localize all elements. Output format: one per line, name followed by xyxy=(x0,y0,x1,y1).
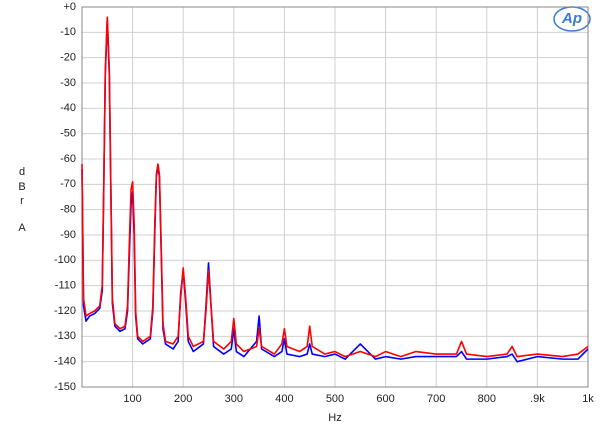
x-tick-label: 700 xyxy=(427,393,445,405)
y-tick-label: -80 xyxy=(60,204,76,216)
y-axis-label: B xyxy=(18,181,25,193)
y-tick-label: -30 xyxy=(60,77,76,89)
y-tick-label: -20 xyxy=(60,52,76,64)
y-tick-label: -10 xyxy=(60,26,76,38)
y-tick-label: -100 xyxy=(54,254,76,266)
y-tick-label: -120 xyxy=(54,305,76,317)
y-tick-label: -110 xyxy=(55,280,76,292)
y-tick-label: +0 xyxy=(63,1,76,13)
x-tick-label: 800 xyxy=(478,393,496,405)
series-line xyxy=(81,18,589,363)
x-tick-label: .9k xyxy=(530,393,545,405)
x-tick-label: 100 xyxy=(123,393,141,405)
x-tick-label: 200 xyxy=(174,393,192,405)
y-axis-label: d xyxy=(19,166,25,178)
x-tick-label: 300 xyxy=(225,393,243,405)
x-axis-label: Hz xyxy=(328,412,341,424)
y-tick-label: -150 xyxy=(54,381,76,393)
x-tick-label: 400 xyxy=(275,393,293,405)
y-tick-label: -70 xyxy=(60,178,76,190)
y-tick-label: -140 xyxy=(54,356,76,368)
y-axis-label: A xyxy=(18,222,26,234)
y-axis-label: r xyxy=(20,195,24,207)
x-tick-label: 500 xyxy=(326,393,344,405)
y-tick-label: -130 xyxy=(54,330,76,342)
logo-text: Ap xyxy=(561,10,582,27)
x-tick-label: 1k xyxy=(582,393,594,405)
x-tick-label: 600 xyxy=(376,393,394,405)
series-line xyxy=(81,16,589,358)
y-tick-label: -60 xyxy=(60,153,76,165)
y-tick-label: -50 xyxy=(60,128,76,140)
y-tick-label: -90 xyxy=(60,229,76,241)
y-tick-label: -40 xyxy=(60,102,76,114)
